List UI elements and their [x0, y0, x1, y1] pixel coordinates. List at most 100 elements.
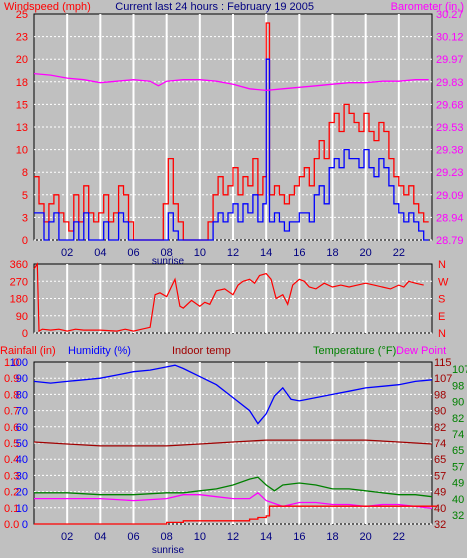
dewpoint-y-tick-label: 57 [452, 461, 464, 473]
humidity-x-tick-label: 18 [326, 531, 338, 543]
humidity-y-tick-label: 50 [16, 438, 28, 450]
dewpoint-title: Dew Point [396, 345, 446, 357]
windspeed-y-tick-label: 13 [16, 122, 28, 134]
barometer-y-tick-label: 29.09 [436, 190, 464, 202]
dewpoint-y-tick-label: 32 [452, 510, 464, 522]
windspeed-y-tick-label: 18 [16, 77, 28, 89]
barometer-y-tick-label: 29.83 [436, 77, 464, 89]
barometer-title: Barometer (in.) [391, 1, 464, 13]
windspeed-x-tick-label: 18 [326, 247, 338, 259]
windspeed-x-tick-label: 20 [360, 247, 372, 259]
gust-series-line [34, 22, 429, 241]
temperature-y-tick-label: 49 [434, 487, 446, 499]
dewpoint-y-tick-label: 65 [452, 445, 464, 457]
chart-date-title: Current last 24 hours : February 19 2005 [115, 1, 314, 13]
dewpoint-y-tick-label: 98 [452, 380, 464, 392]
humidity-y-tick-label: 0 [22, 519, 28, 531]
rain-y-tick-label: 0.3 [4, 470, 19, 482]
windspeed-x-tick-label: 10 [194, 247, 206, 259]
dewpoint-y-tick-label: 74 [452, 429, 464, 441]
windspeed-x-tick-label: 08 [161, 247, 173, 259]
dewpoint-y-tick-label: 90 [452, 397, 464, 409]
barometer-y-tick-label: 29.53 [436, 122, 464, 134]
humidity-x-tick-label: 10 [194, 531, 206, 543]
direction-y-tick-label: 360 [10, 259, 28, 271]
dewpoint-y-tick-label: 40 [452, 494, 464, 506]
compass-y-tick-label: E [438, 311, 445, 323]
temperature-y-tick-label: 98 [434, 389, 446, 401]
humidity-x-tick-label: 16 [293, 531, 305, 543]
dewpoint-series-line [34, 491, 433, 510]
windspeed-y-tick-label: 5 [22, 190, 28, 202]
humidity-y-tick-label: 20 [16, 487, 28, 499]
dewpoint-y-tick-label: 82 [452, 413, 464, 425]
humidity-x-tick-label: 20 [360, 531, 372, 543]
humidity-x-tick-label: 14 [260, 531, 272, 543]
barometer-y-tick-label: 29.23 [436, 167, 464, 179]
humidity-y-tick-label: 60 [16, 422, 28, 434]
direction-y-tick-label: 90 [16, 311, 28, 323]
humidity-x-tick-label: 06 [127, 531, 139, 543]
rain-y-tick-label: 0.5 [4, 438, 19, 450]
barometer-y-tick-label: 29.68 [436, 99, 464, 111]
humidity-x-tick-label: 12 [227, 531, 239, 543]
temperature-y-tick-label: 115 [434, 357, 452, 369]
compass-y-tick-label: S [438, 294, 445, 306]
temperature-y-tick-label: 74 [434, 438, 446, 450]
windspeed-title: Windspeed (mph) [4, 1, 91, 13]
temperature-series-line [34, 476, 433, 498]
windspeed-y-tick-label: 23 [16, 32, 28, 44]
temperature-y-tick-label: 107 [434, 373, 452, 385]
direction-y-tick-label: 0 [22, 328, 28, 340]
humidity-x-tick-label: 22 [393, 531, 405, 543]
rainfall-series-line [34, 505, 437, 525]
compass-y-tick-label: W [438, 276, 449, 288]
windspeed-x-tick-label: 12 [227, 247, 239, 259]
compass-y-tick-label: N [438, 328, 446, 340]
windspeed-y-tick-label: 20 [16, 54, 28, 66]
rain-y-tick-label: 0.8 [4, 389, 19, 401]
barometer-y-tick-label: 30.27 [436, 9, 464, 21]
temperature-y-tick-label: 40 [434, 503, 446, 515]
windspeed-y-tick-label: 10 [16, 145, 28, 157]
humidity-y-tick-label: 30 [16, 470, 28, 482]
humidity-y-tick-label: 10 [16, 503, 28, 515]
humidity-y-tick-label: 40 [16, 454, 28, 466]
rain-y-tick-label: 0.7 [4, 406, 19, 418]
indoor-temp-series-line [33, 439, 433, 447]
rain-y-tick-label: 1.0 [4, 357, 19, 369]
windspeed-x-tick-label: 02 [61, 247, 73, 259]
wind-direction-series-line [33, 262, 424, 333]
barometer-y-tick-label: 28.94 [436, 212, 464, 224]
windspeed-x-tick-label: 14 [260, 247, 272, 259]
humidity-y-tick-label: 70 [16, 406, 28, 418]
windspeed-y-tick-label: 0 [22, 235, 28, 247]
rain-y-tick-label: 0.1 [4, 503, 19, 515]
barometer-y-tick-label: 28.79 [436, 235, 464, 247]
temperature-y-tick-label: 65 [434, 454, 446, 466]
humidity-temperature-panel: 02 04 06 08 10 12 14 16 18 20 22 1.0 0.9 0.8 0.7 0.6 0.5… [4, 357, 467, 543]
windspeed-x-tick-label: 04 [94, 247, 106, 259]
dewpoint-y-tick-label: 49 [452, 478, 464, 490]
humidity-x-tick-label: 04 [94, 531, 106, 543]
windspeed-y-tick-label: 8 [22, 167, 28, 179]
temperature-title: Temperature (°F) [313, 345, 396, 357]
dewpoint-y-tick-label: 107 [452, 364, 467, 376]
windspeed-series-line [34, 58, 429, 241]
windspeed-panel: 02 04 06 08 10 12 14 16 18 20 22252320181513108530… [16, 9, 464, 259]
windspeed-y-tick-label: 3 [22, 212, 28, 224]
barometer-series-line [33, 72, 429, 92]
temperature-y-tick-label: 90 [434, 406, 446, 418]
temperature-y-tick-label: 57 [434, 470, 446, 482]
humidity-title: Humidity (%) [68, 345, 131, 357]
sunrise-label-bottom: sunrise [152, 545, 185, 556]
windspeed-y-tick-label: 25 [16, 9, 28, 21]
indoor-temp-title: Indoor temp [172, 345, 231, 357]
rain-y-tick-label: 0.2 [4, 487, 19, 499]
direction-y-tick-label: 180 [10, 294, 28, 306]
temperature-y-tick-label: 32 [434, 519, 446, 531]
temperature-y-tick-label: 82 [434, 422, 446, 434]
humidity-x-tick-label: 02 [61, 531, 73, 543]
rain-y-tick-label: 0.4 [4, 454, 19, 466]
